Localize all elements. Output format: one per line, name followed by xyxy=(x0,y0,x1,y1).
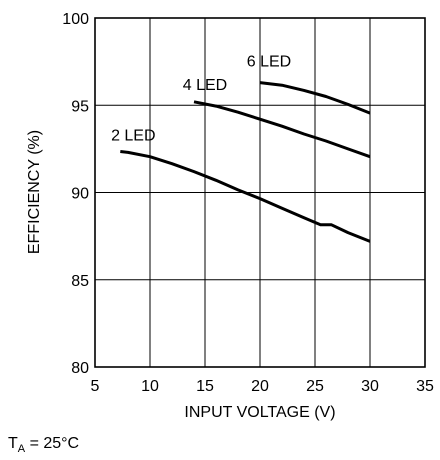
x-tick-label: 5 xyxy=(91,378,100,395)
y-tick-label: 95 xyxy=(71,98,89,115)
x-tick-label: 20 xyxy=(251,378,269,395)
y-tick-label: 80 xyxy=(71,360,89,377)
x-tick-label: 35 xyxy=(416,378,434,395)
x-tick-labels: 5 10 15 20 25 30 35 xyxy=(91,378,434,395)
y-axis-label: EFFICIENCY (%) xyxy=(26,130,43,254)
series-lines xyxy=(120,81,371,243)
temperature-note: TA = 25°C xyxy=(8,435,80,456)
x-tick-label: 30 xyxy=(361,378,379,395)
series-line-2-led-curve xyxy=(193,100,371,159)
series-line-1-led-curve xyxy=(120,150,371,243)
y-tick-label: 90 xyxy=(71,186,89,203)
y-tick-label: 100 xyxy=(62,11,89,28)
x-tick-label: 10 xyxy=(141,378,159,395)
series-labels: 2 LED 4 LED 6 LED xyxy=(111,54,291,145)
grid xyxy=(95,18,425,367)
series-line-3-led-curve xyxy=(259,81,371,115)
y-tick-labels: 80 85 90 95 100 xyxy=(62,11,89,377)
series-label: 2 LED xyxy=(111,127,155,144)
plot-frame xyxy=(94,17,426,368)
x-tick-label: 15 xyxy=(196,378,214,395)
series-label: 4 LED xyxy=(183,77,227,94)
x-tick-label: 25 xyxy=(306,378,324,395)
x-axis-label: INPUT VOLTAGE (V) xyxy=(184,404,335,421)
y-tick-label: 85 xyxy=(71,273,89,290)
series-label: 6 LED xyxy=(247,54,291,71)
